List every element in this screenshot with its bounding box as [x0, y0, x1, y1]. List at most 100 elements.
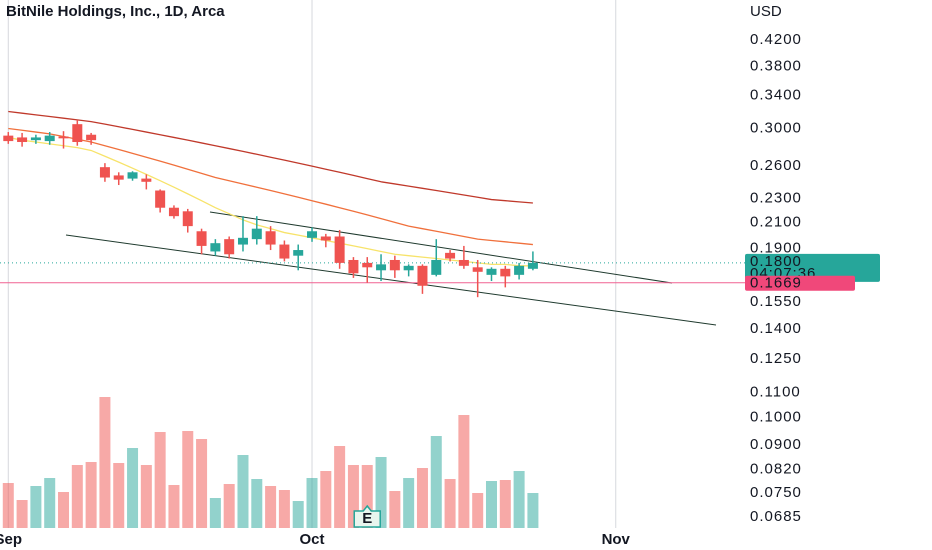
earnings-label: E	[362, 510, 372, 527]
candle-body	[431, 259, 442, 275]
x-tick-label: Sep	[0, 531, 22, 548]
candle-body	[113, 175, 124, 180]
volume-bar	[140, 465, 152, 528]
y-tick-label: 0.3800	[750, 57, 802, 74]
volume-bar	[265, 486, 277, 528]
volume-bar	[44, 478, 56, 528]
candle-body	[348, 259, 359, 274]
volume-bar	[472, 493, 484, 528]
volume-bar	[30, 486, 42, 528]
volume-bar	[389, 491, 401, 528]
volume-bar	[416, 468, 428, 528]
volume-bar	[182, 431, 194, 528]
volume-bar	[196, 439, 208, 528]
candle-body	[210, 243, 221, 252]
candle-body	[417, 265, 428, 286]
volume-bar	[527, 493, 539, 528]
candle-body	[403, 265, 414, 271]
candle-body	[376, 264, 387, 271]
volume-bar	[99, 397, 111, 528]
moving-average	[8, 127, 533, 246]
candle-body	[334, 236, 345, 263]
y-tick-label: 0.2100	[750, 213, 802, 230]
volume-bar	[458, 415, 470, 528]
level-label: 0.1669	[750, 275, 802, 292]
volume-bar	[127, 448, 139, 528]
y-tick-label: 0.3400	[750, 87, 802, 104]
y-tick-label: 0.0820	[750, 461, 802, 478]
candle-body	[320, 236, 331, 241]
volume-bar	[85, 462, 97, 528]
y-tick-label: 0.1550	[750, 293, 802, 310]
y-tick-label: 0.0900	[750, 436, 802, 453]
volume-bar	[16, 500, 28, 528]
volume-bar	[154, 432, 166, 528]
y-tick-label: 0.1000	[750, 408, 802, 425]
candle-body	[155, 190, 166, 208]
volume-bar	[485, 481, 497, 528]
candle-body	[445, 252, 456, 259]
y-tick-label: 0.0750	[750, 484, 802, 501]
volume-bar	[513, 471, 525, 528]
candle-body	[251, 228, 262, 240]
axis-unit: USD	[750, 3, 782, 20]
candle-body	[58, 136, 69, 139]
candle-body	[500, 268, 511, 277]
candle-body	[265, 231, 276, 245]
candle-body	[72, 124, 83, 143]
level-box	[745, 275, 855, 291]
candle-body	[86, 134, 97, 141]
chart-title: BitNile Holdings, Inc., 1D, Arca	[6, 3, 225, 20]
candle-body	[472, 267, 483, 272]
candle-body	[293, 250, 304, 256]
candle-body	[127, 172, 138, 179]
candle-body	[362, 262, 373, 268]
volume-bar	[306, 478, 318, 528]
volume-bar	[444, 479, 456, 528]
candle-body	[168, 207, 179, 217]
candle-body	[389, 259, 400, 271]
candle-body	[3, 135, 14, 142]
volume-bar	[320, 471, 332, 528]
last-price-label: 0.1800	[750, 253, 802, 270]
y-tick-label: 0.1100	[750, 383, 801, 400]
volume-bar	[251, 479, 263, 528]
volume-bar	[403, 478, 415, 528]
y-tick-label: 0.1250	[750, 350, 802, 367]
candle-body	[237, 237, 248, 245]
volume-bar	[209, 498, 221, 528]
candle-body	[307, 231, 318, 238]
volume-bar	[278, 490, 290, 528]
y-tick-label: 0.1400	[750, 320, 802, 337]
trend-line	[209, 211, 673, 284]
moving-average	[8, 110, 533, 204]
volume-bar	[58, 492, 70, 528]
candle-body	[458, 259, 469, 266]
y-tick-label: 0.2600	[750, 157, 802, 174]
candle-body	[514, 265, 525, 275]
candle-body	[141, 178, 152, 182]
volume-bar	[499, 480, 511, 528]
volume-bar	[168, 485, 180, 528]
earnings-marker	[353, 504, 381, 528]
y-tick-label: 0.3000	[750, 119, 802, 136]
candle-body	[527, 262, 538, 269]
trend-line	[65, 234, 717, 326]
candle-body	[17, 137, 28, 143]
candle-body	[224, 239, 235, 255]
volume-bar	[113, 463, 125, 528]
candle-body	[196, 231, 207, 246]
candle-body	[30, 137, 41, 141]
volume-bar	[223, 484, 235, 528]
last-price-box	[745, 253, 880, 282]
x-tick-label: Nov	[602, 531, 631, 548]
volume-bar	[375, 457, 387, 528]
y-tick-label: 0.4200	[750, 31, 802, 48]
volume-bar	[430, 436, 442, 528]
candle-body	[486, 268, 497, 275]
volume-bar	[361, 465, 373, 528]
volume-bar	[347, 465, 359, 528]
x-tick-label: Oct	[300, 531, 325, 548]
candle-body	[99, 167, 110, 178]
